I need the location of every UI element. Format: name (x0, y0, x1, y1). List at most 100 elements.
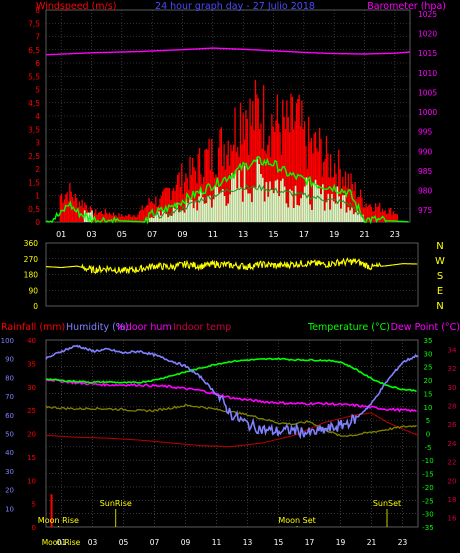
wind-speed-bar (289, 189, 291, 222)
temp-ytick-label: -30 (422, 511, 433, 519)
temp-xtick-label: 03 (88, 538, 98, 547)
wind-speed-bar (187, 203, 189, 222)
wind-gust-bar (368, 205, 370, 222)
wind-gust-bar (213, 177, 216, 222)
wind-gust-bar (134, 216, 137, 222)
temp-ytick-label: 5 (426, 417, 430, 425)
wind-gust-bar (202, 176, 205, 222)
event-label: SunSet (373, 499, 401, 508)
wind-speed-bar (190, 199, 193, 222)
wind-speed-bar (218, 193, 220, 222)
wind-speed-bar (201, 197, 204, 222)
wind-speed-bar (212, 199, 215, 222)
wind-speed-bar (181, 210, 184, 222)
wind-speed-bar (172, 207, 175, 222)
wind-gust-bar (351, 183, 354, 222)
indoor-ytick-label: 22 (448, 459, 457, 467)
wind-gust-bar (66, 192, 68, 222)
temp-ytick-label: -5 (425, 444, 432, 452)
temp-ytick-label: -25 (422, 497, 433, 505)
wind-speed-bar (349, 210, 351, 222)
wind-speed-bar (292, 207, 295, 222)
wind-gust-bar (306, 168, 309, 222)
humidity-ytick-label: 40 (5, 449, 14, 457)
wind-gust-bar (297, 99, 299, 222)
wind-gust-bar (145, 205, 147, 222)
compass-label: S (437, 271, 443, 282)
wind-gust-bar (67, 201, 70, 222)
temp-xtick-label: Moon Rise (42, 538, 81, 547)
wind-gust-bar (73, 201, 75, 222)
wind-gust-bar (313, 133, 315, 222)
humidity-ytick-label: 50 (5, 431, 14, 439)
temp-ytick-label: -35 (422, 524, 433, 532)
temp-ytick-label: 30 (424, 350, 433, 358)
wind-speed-bar (214, 185, 217, 222)
wind-gust-bar (347, 173, 349, 222)
wind-gust-bar (320, 139, 322, 222)
wind-speed-bar (220, 192, 222, 222)
direction-ytick-label: 360 (24, 239, 39, 248)
wind-gust-bar (254, 79, 257, 222)
wind-gust-bar (257, 98, 259, 222)
wind-gust-bar (241, 144, 243, 222)
direction-ytick-label: 270 (24, 255, 39, 264)
wind-gust-bar (380, 212, 382, 222)
wind-gust-bar (65, 194, 67, 222)
legend-entry: Indoor temp (173, 322, 231, 333)
wind-gust-bar (376, 207, 378, 222)
indoor-temp-line (45, 412, 419, 448)
event-label: Moon Rise (38, 516, 79, 525)
wind-gust-bar (110, 214, 112, 222)
wind-speed-bar (303, 186, 306, 222)
indoor-ytick-label: 26 (448, 421, 457, 429)
wind-ytick-label: 4,5 (28, 99, 40, 108)
wind-speed-bar (296, 204, 299, 222)
baro-ytick-label: 995 (418, 128, 433, 137)
wind-gust-bar (108, 212, 111, 222)
wind-gust-bar (396, 214, 399, 222)
wind-ytick-label: 7,5 (28, 19, 40, 28)
wind-speed-bar (271, 189, 273, 222)
temp-xtick-label: 23 (398, 538, 408, 547)
baro-ytick-label: 1005 (418, 88, 437, 97)
wind-speed-bar (318, 188, 320, 222)
wind-gust-bar (133, 215, 135, 222)
wind-gust-bar (112, 212, 115, 222)
wind-speed-bar (154, 214, 157, 222)
wind-speed-bar (211, 207, 213, 222)
temp-xtick-label: 11 (212, 538, 222, 547)
wind-speed-bar (243, 165, 246, 222)
wind-xtick-label: 23 (390, 230, 400, 239)
wind-gust-bar (323, 161, 325, 222)
wind-gust-bar (275, 120, 277, 222)
wind-gust-bar (324, 158, 326, 222)
wind-speed-bar (174, 208, 177, 222)
wind-speed-bar (223, 195, 226, 222)
wind-speed-bar (236, 188, 239, 222)
wind-speed-bar (356, 210, 359, 222)
wind-speed-bar (274, 180, 277, 222)
wind-gust-bar (239, 102, 242, 222)
windspeed-axis-title: Windspeed (m/s) (36, 1, 116, 12)
wind-gust-bar (308, 116, 310, 222)
indoor-ytick-label: 28 (448, 402, 457, 410)
wind-gust-bar (299, 126, 302, 222)
wind-gust-bar (359, 189, 362, 222)
rain-ytick-label: 15 (27, 454, 36, 462)
wind-gust-bar (123, 217, 126, 222)
wind-speed-bar (229, 194, 231, 222)
temp-xtick-label: 21 (367, 538, 377, 547)
wind-gust-bar (291, 96, 293, 222)
wind-speed-bar (305, 177, 308, 222)
wind-speed-bar (263, 201, 266, 222)
wind-gust-bar (118, 213, 120, 222)
barometer-line (45, 47, 411, 56)
wind-gust-bar (290, 93, 292, 223)
wind-gust-bar (186, 177, 188, 222)
wind-gust-bar (129, 214, 131, 222)
wind-gust-bar (74, 193, 76, 222)
wind-speed-bar (316, 184, 319, 222)
compass-label: W (435, 256, 445, 267)
